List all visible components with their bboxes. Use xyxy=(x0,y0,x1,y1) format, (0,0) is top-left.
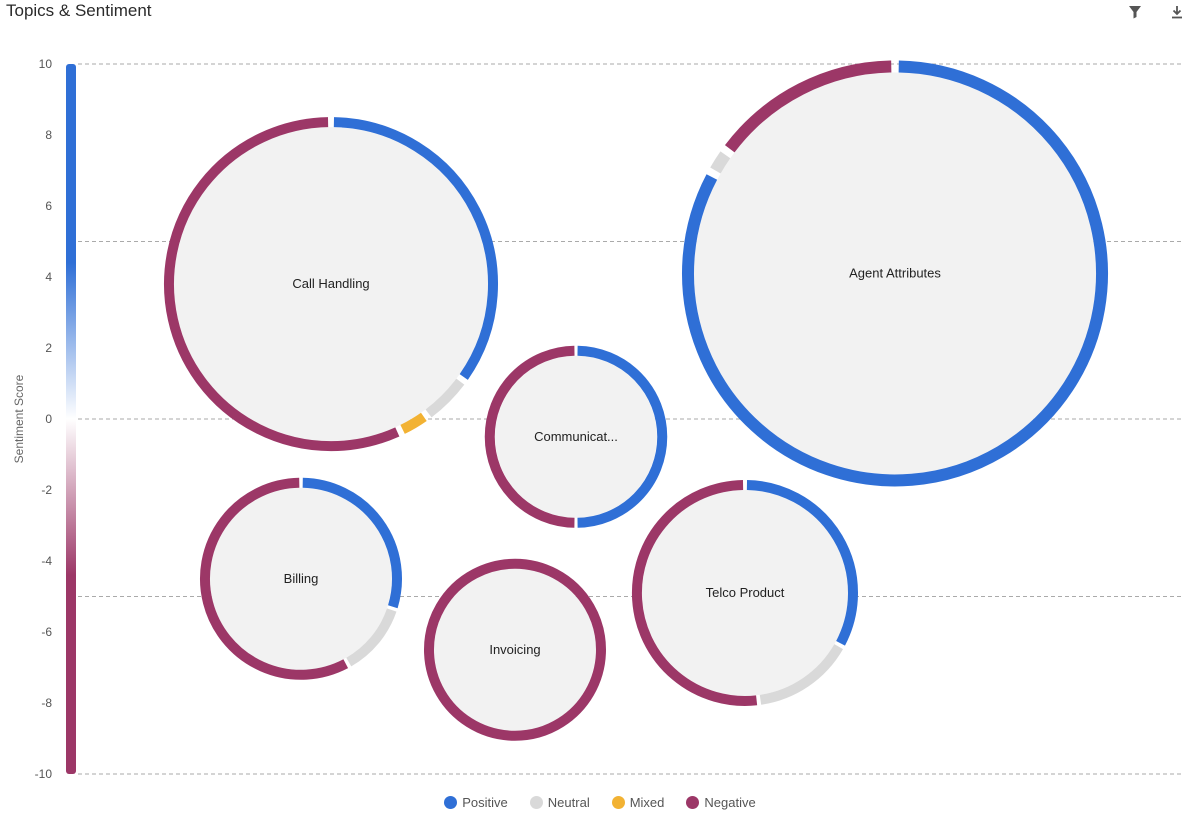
ring-segment-negative xyxy=(163,117,400,452)
y-axis-label: Sentiment Score xyxy=(12,374,26,463)
download-icon[interactable] xyxy=(1168,3,1186,21)
y-tick-label: -4 xyxy=(41,554,52,568)
ring-segment-neutral xyxy=(346,608,397,667)
bubble-label: Communicat... xyxy=(534,429,618,444)
ring-segment-negative xyxy=(724,60,892,153)
bubble-fill xyxy=(495,355,657,518)
topic-bubble[interactable]: Billing xyxy=(200,477,402,680)
topic-bubble[interactable]: Agent Attributes xyxy=(682,60,1109,487)
legend-label: Mixed xyxy=(629,794,665,810)
legend-item-positive[interactable]: Positive xyxy=(444,795,508,810)
y-tick-label: -2 xyxy=(41,483,52,497)
ring-segment-negative xyxy=(424,558,606,741)
sentiment-scale-bar xyxy=(66,64,76,774)
ring-segment-negative xyxy=(200,477,349,680)
ring-segment-positive xyxy=(333,117,498,380)
filter-icon[interactable] xyxy=(1126,3,1144,21)
legend-swatch xyxy=(444,795,458,809)
ring-segment-positive xyxy=(577,345,668,528)
ring-segment-positive xyxy=(302,477,402,609)
chart-title: Topics & Sentiment xyxy=(6,1,152,20)
bubble-fill xyxy=(434,568,596,731)
y-tick-label: 10 xyxy=(39,57,53,71)
bubble-label: Billing xyxy=(284,571,319,586)
legend-label: Positive xyxy=(462,794,508,810)
topic-bubble[interactable]: Invoicing xyxy=(424,558,606,741)
ring-segment-neutral xyxy=(425,378,465,418)
legend-item-negative[interactable]: Negative xyxy=(686,794,756,810)
bubble-chart: 10 8 6 4 2 0 -2 -4 -6 -8 -10 Sentiment Score Call … xyxy=(12,57,1184,781)
ring-segment-mixed xyxy=(400,412,427,434)
y-tick-label: 8 xyxy=(45,128,52,142)
legend-swatch xyxy=(686,795,700,809)
bubble-label: Telco Product xyxy=(706,585,785,600)
legend-item-neutral[interactable]: Neutral xyxy=(529,794,590,810)
bubble-fill xyxy=(174,127,488,442)
y-tick-label: -10 xyxy=(35,767,53,781)
bubble-fill xyxy=(642,489,848,696)
topic-bubble[interactable]: Communicat... xyxy=(484,345,668,528)
y-tick-label: -8 xyxy=(41,696,52,710)
legend-item-mixed[interactable]: Mixed xyxy=(611,794,665,810)
bubble-label: Invoicing xyxy=(489,642,540,657)
bubble-fill xyxy=(210,487,392,670)
ring-segment-positive xyxy=(746,479,858,646)
y-tick-label: 0 xyxy=(45,412,52,426)
ring-segment-neutral xyxy=(710,151,731,174)
legend-swatch xyxy=(529,795,543,809)
ring-segment-neutral xyxy=(759,644,844,705)
topic-bubble[interactable]: Telco Product xyxy=(631,479,858,706)
legend-swatch xyxy=(611,795,625,809)
bubble-label: Agent Attributes xyxy=(849,265,941,280)
ring-segment-negative xyxy=(484,345,575,528)
legend-label: Neutral xyxy=(547,794,590,810)
chart-legend: Positive Neutral Mixed Negative xyxy=(0,792,1200,812)
legend-label: Negative xyxy=(704,794,756,810)
bubble-fill xyxy=(694,72,1096,475)
chart-header: Topics & Sentiment xyxy=(0,0,1200,26)
y-tick-label: 6 xyxy=(45,199,52,213)
topic-bubble[interactable]: Call Handling xyxy=(163,117,498,452)
ring-segment-positive xyxy=(682,60,1109,487)
bubble-label: Call Handling xyxy=(292,276,369,291)
y-tick-label: 4 xyxy=(45,270,52,284)
y-tick-label: 2 xyxy=(45,341,52,355)
y-tick-label: -6 xyxy=(41,625,52,639)
ring-segment-negative xyxy=(631,479,758,706)
